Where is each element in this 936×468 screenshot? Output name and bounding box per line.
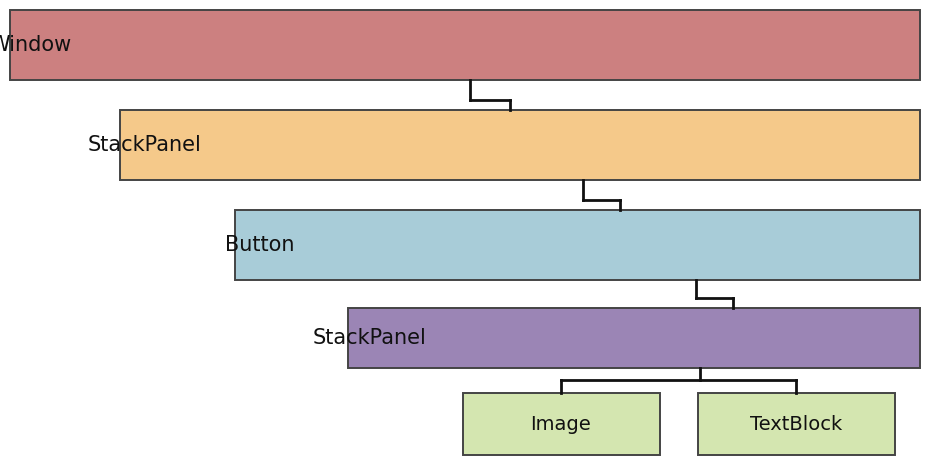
- Bar: [347, 308, 919, 368]
- Bar: [462, 393, 659, 455]
- Bar: [10, 10, 919, 80]
- Text: Image: Image: [530, 415, 591, 433]
- Text: Button: Button: [225, 235, 295, 255]
- Bar: [235, 210, 919, 280]
- Text: Window: Window: [0, 35, 71, 55]
- Bar: [120, 110, 919, 180]
- Bar: [697, 393, 894, 455]
- Text: TextBlock: TextBlock: [749, 415, 841, 433]
- Text: StackPanel: StackPanel: [88, 135, 202, 155]
- Text: StackPanel: StackPanel: [313, 328, 427, 348]
